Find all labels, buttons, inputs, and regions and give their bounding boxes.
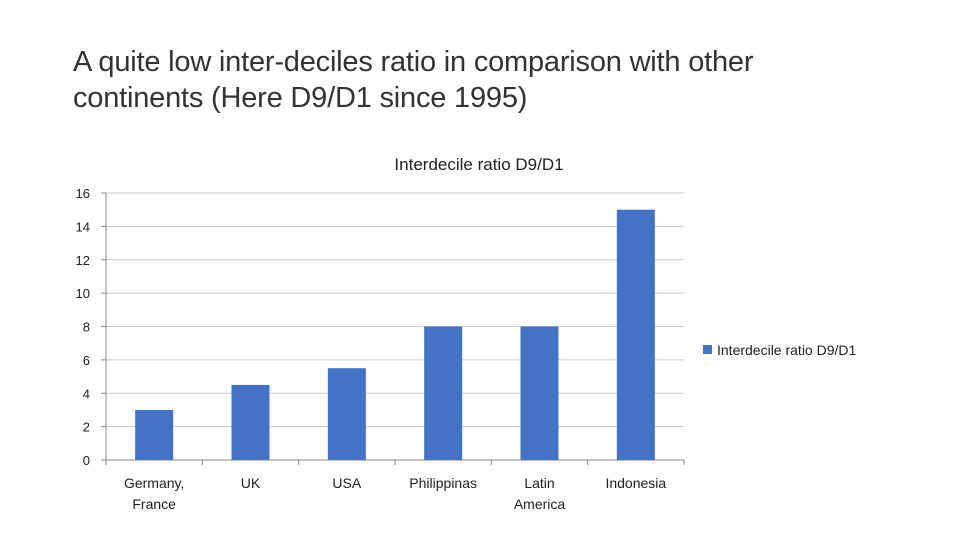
y-tick-label: 6 <box>83 353 90 368</box>
bar <box>231 384 270 460</box>
x-category-label-line: USA <box>332 475 361 491</box>
bar <box>327 368 366 460</box>
y-tick-label: 12 <box>76 253 90 268</box>
x-category-label: Philippinas <box>409 475 477 491</box>
x-category-label-line: UK <box>241 475 261 491</box>
slide-title: A quite low inter-deciles ratio in compa… <box>73 44 893 116</box>
x-category-label: USA <box>332 475 361 491</box>
bars <box>135 209 655 460</box>
gridlines <box>101 192 684 461</box>
bar <box>424 326 463 460</box>
axes <box>105 193 685 465</box>
y-tick-label: 4 <box>83 386 90 401</box>
legend: Interdecile ratio D9/D1 <box>703 342 857 358</box>
bar <box>135 409 174 460</box>
x-category-label-line: Indonesia <box>605 475 666 491</box>
bar <box>520 326 559 460</box>
y-tick-label: 10 <box>76 286 90 301</box>
y-tick-label: 8 <box>83 320 90 335</box>
x-category-label-line: Latin <box>524 475 554 491</box>
y-axis-tick-labels: 0 2 4 6 8 10 12 14 16 <box>76 186 90 468</box>
slide-title-line-1: A quite low inter-deciles ratio in compa… <box>73 46 754 78</box>
slide-title-line-2: continents (Here D9/D1 since 1995) <box>73 82 528 114</box>
y-tick-label: 16 <box>76 186 90 201</box>
x-axis-category-labels: Germany, France UK USA Philippinas Latin Ameri… <box>124 475 666 512</box>
bar <box>616 209 655 460</box>
x-category-label: Latin America <box>514 475 566 512</box>
y-tick-label: 2 <box>83 420 90 435</box>
x-category-label-line: Philippinas <box>409 475 477 491</box>
x-category-label-line: America <box>514 496 566 512</box>
x-category-label-line: Germany, <box>124 475 184 491</box>
x-category-label: Indonesia <box>605 475 666 491</box>
y-tick-label: 14 <box>76 219 90 234</box>
y-tick-label: 0 <box>83 453 90 468</box>
x-category-label-line: France <box>132 496 176 512</box>
legend-swatch <box>703 345 712 354</box>
chart-title: Interdecile ratio D9/D1 <box>394 155 563 174</box>
x-category-label: Germany, France <box>124 475 184 512</box>
legend-label: Interdecile ratio D9/D1 <box>717 342 857 358</box>
x-category-label: UK <box>241 475 261 491</box>
